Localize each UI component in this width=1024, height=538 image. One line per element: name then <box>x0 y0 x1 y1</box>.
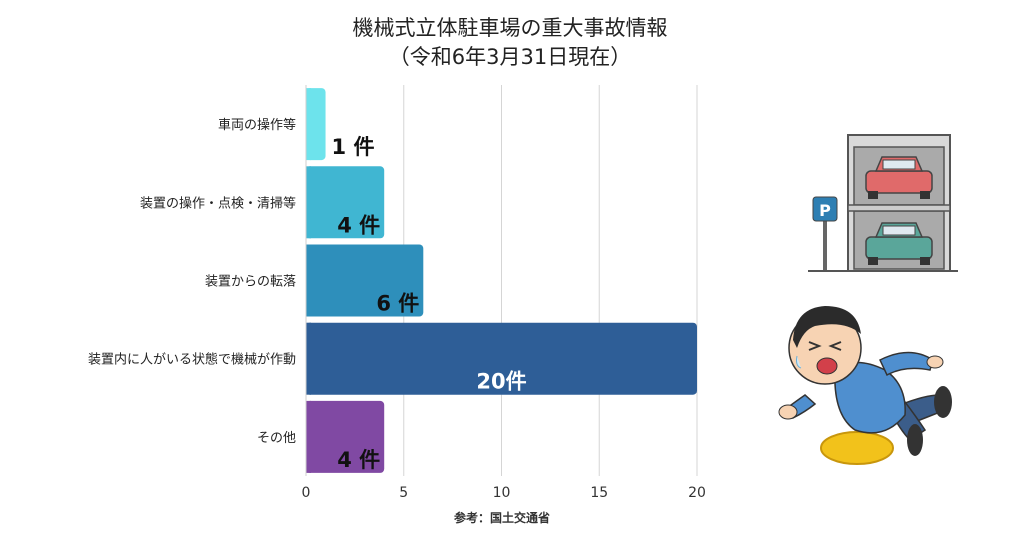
x-tick-label: 5 <box>399 485 408 501</box>
category-label: 装置内に人がいる状態で機械が作動 <box>88 352 296 368</box>
data-label: 4 件 <box>337 448 380 472</box>
falling-person-illustration <box>778 306 952 465</box>
bar-edge <box>306 88 311 161</box>
data-label: 6 件 <box>376 292 419 316</box>
bar-edge <box>306 322 311 395</box>
data-label: 4 件 <box>337 213 380 237</box>
x-tick-label: 10 <box>493 485 511 501</box>
bar-edge <box>306 400 311 473</box>
category-label: 装置からの転落 <box>205 275 296 290</box>
chart-title: 機械式立体駐車場の重大事故情報 <box>352 16 668 40</box>
x-tick-label: 20 <box>688 485 706 501</box>
category-label: 装置の操作・点検・清掃等 <box>140 195 296 211</box>
chart-subtitle: （令和6年3月31日現在） <box>388 45 632 69</box>
parking-garage-illustration: P <box>808 134 958 272</box>
svg-text:P: P <box>819 201 831 220</box>
bar <box>306 166 385 239</box>
bar-edge <box>306 244 311 317</box>
data-label: 1 件 <box>332 135 375 159</box>
x-tick-label: 0 <box>302 485 311 501</box>
data-label: 20件 <box>476 370 526 394</box>
source-note: 参考：国土交通省 <box>453 511 550 525</box>
bar <box>306 244 424 317</box>
category-label: 車両の操作等 <box>218 117 296 133</box>
x-tick-label: 15 <box>590 485 608 501</box>
bar-edge <box>306 166 311 239</box>
bar <box>306 322 697 395</box>
category-label: その他 <box>257 431 296 446</box>
bar <box>306 400 385 473</box>
